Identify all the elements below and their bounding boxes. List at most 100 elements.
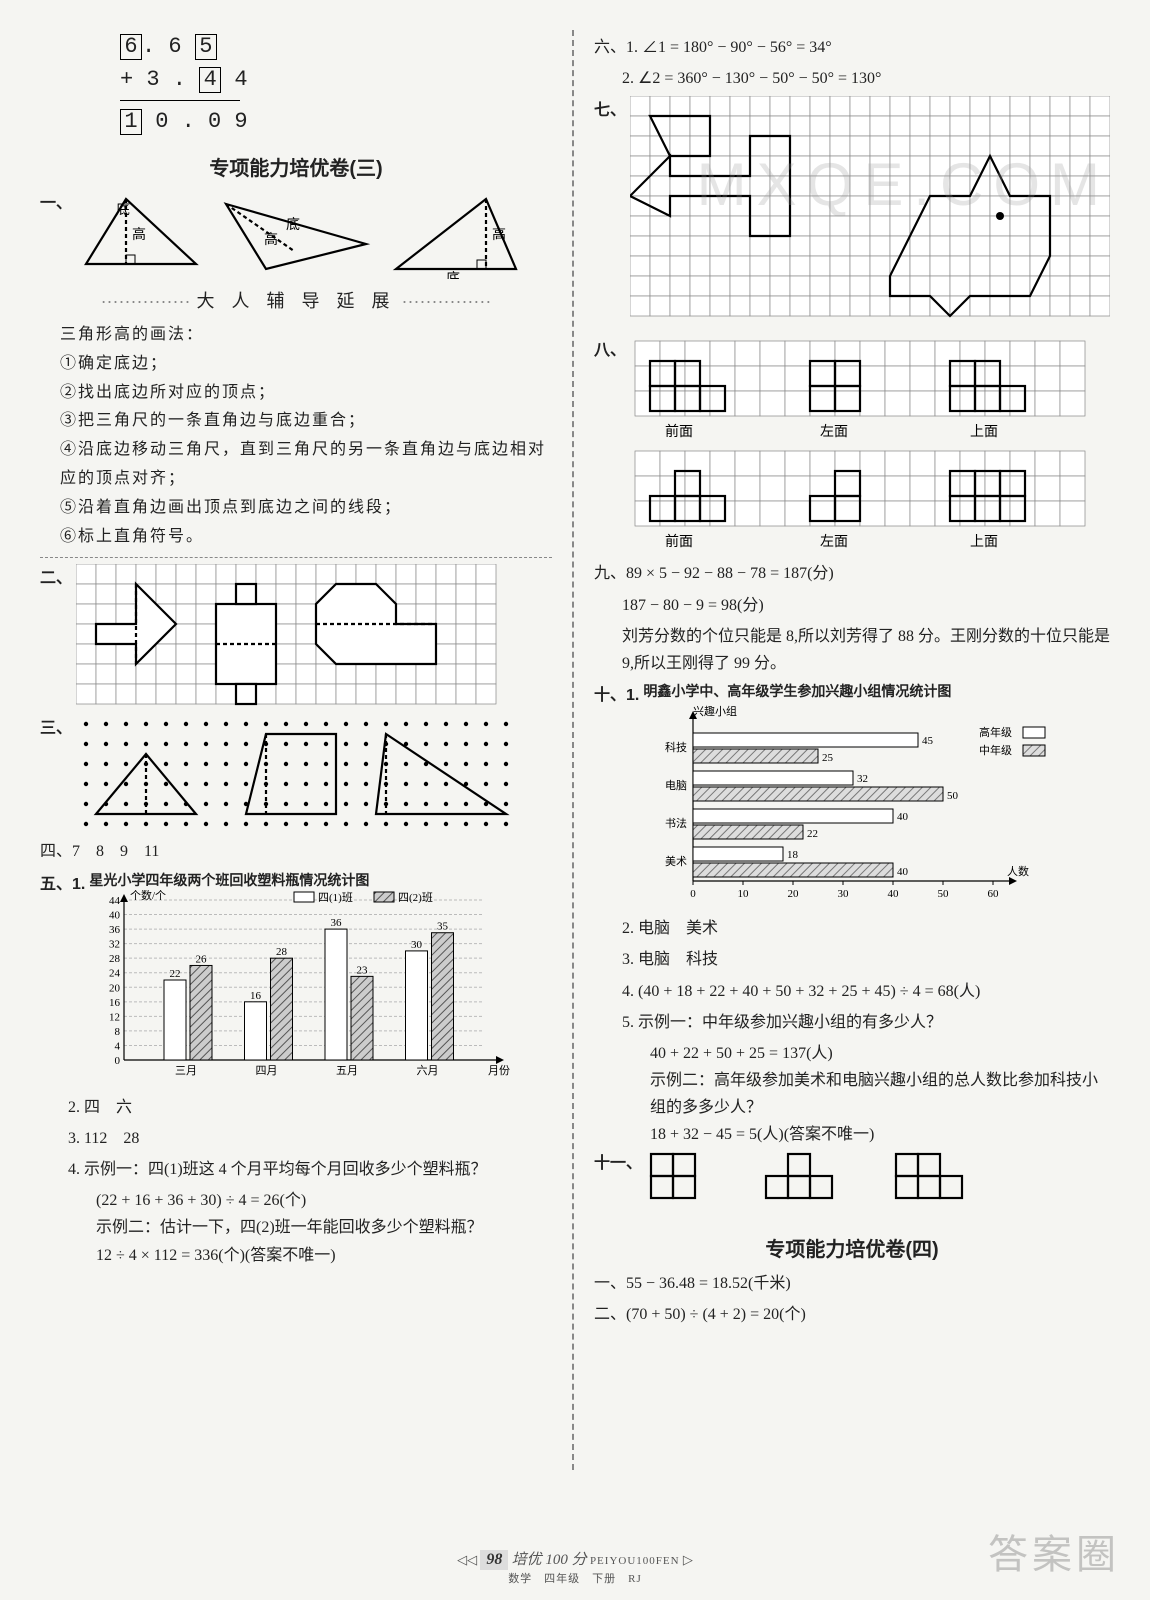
q6-line: 2. ∠2 = 360° − 130° − 50° − 50° = 130° — [622, 65, 1110, 92]
q8-views-1: 前面 左面 上面 — [630, 336, 1090, 446]
bottom-line: 一、55 − 36.48 = 18.52(千米) — [594, 1270, 1110, 1297]
addend-text: 4 — [221, 67, 247, 92]
left-column: 6. 6 5 + 3 . 4 4 1 0 . 0 9 专项能力培优卷(三) 一、… — [40, 30, 552, 1470]
footer-sub: 数学 四年级 下册 RJ — [508, 1573, 642, 1585]
step-item: ①确定底边； — [60, 350, 552, 379]
svg-text:高: 高 — [132, 226, 146, 243]
svg-text:个数/个: 个数/个 — [130, 890, 166, 902]
q9-line: 九、89 × 5 − 92 − 88 − 78 = 187(分) — [594, 560, 1110, 587]
svg-text:26: 26 — [196, 953, 208, 965]
addend-box: 6 — [120, 34, 142, 60]
svg-text:书法: 书法 — [665, 816, 687, 830]
svg-text:23: 23 — [357, 964, 369, 976]
q5-line: (22 + 16 + 36 + 30) ÷ 4 = 26(个) — [96, 1187, 552, 1214]
footer-pinyin: PEIYOU100FEN — [590, 1555, 680, 1567]
svg-text:月份: 月份 — [488, 1064, 510, 1077]
q5-line: 3. 112 28 — [68, 1125, 552, 1152]
svg-text:四(2)班: 四(2)班 — [398, 891, 433, 904]
q10-line: 18 + 32 − 45 = 5(人)(答案不唯一) — [650, 1121, 1110, 1148]
svg-text:科技: 科技 — [665, 740, 687, 754]
q5-chart-title: 星光小学四年级两个班回收塑料瓶情况统计图 — [89, 870, 519, 890]
svg-text:25: 25 — [822, 752, 834, 764]
svg-text:36: 36 — [331, 917, 343, 929]
svg-text:电脑: 电脑 — [665, 779, 687, 792]
svg-text:50: 50 — [947, 790, 959, 802]
svg-text:8: 8 — [115, 1025, 121, 1037]
step-item: ②找出底边所对应的顶点； — [60, 379, 552, 408]
svg-text:人数: 人数 — [1007, 865, 1029, 878]
svg-text:高: 高 — [492, 226, 506, 243]
q5-line: 4. 示例一：四(1)班这 4 个月平均每个月回收多少个塑料瓶？ — [68, 1156, 552, 1183]
svg-text:40: 40 — [897, 811, 909, 823]
q10-line: 5. 示例一：中年级参加兴趣小组的有多少人？ — [622, 1009, 1110, 1036]
plus-text: + 3 . — [120, 67, 186, 92]
vertical-addition: 6. 6 5 + 3 . 4 4 1 0 . 0 9 — [120, 30, 552, 138]
q5-line: 示例二：估计一下，四(2)班一年能回收多少个塑料瓶？ — [96, 1214, 552, 1241]
svg-text:28: 28 — [109, 953, 121, 965]
svg-text:40: 40 — [897, 866, 909, 878]
svg-text:32: 32 — [857, 773, 868, 785]
svg-text:44: 44 — [109, 895, 121, 907]
steps-heading: 三角形高的画法： — [60, 321, 552, 350]
svg-text:0: 0 — [691, 888, 697, 900]
q2-label: 二、 — [40, 564, 72, 714]
svg-text:高: 高 — [264, 231, 278, 248]
q3-dots — [76, 714, 516, 834]
q10-line: 40 + 22 + 50 + 25 = 137(人) — [650, 1040, 1110, 1067]
svg-text:0: 0 — [115, 1055, 121, 1067]
footer-title: 培优 100 分 — [512, 1552, 587, 1568]
page-footer: ◁◁ 98 培优 100 分 PEIYOU100FEN ▷ 数学 四年级 下册 … — [0, 1548, 1150, 1586]
svg-text:高年级: 高年级 — [979, 725, 1012, 739]
q10-line: 2. 电脑 美术 — [622, 915, 1110, 942]
q3-label: 三、 — [40, 714, 72, 834]
svg-text:40: 40 — [109, 909, 121, 921]
two-column-layout: 6. 6 5 + 3 . 4 4 1 0 . 0 9 专项能力培优卷(三) 一、… — [40, 30, 1110, 1470]
addend-box: 5 — [195, 34, 217, 60]
q9-line: 187 − 80 − 9 = 98(分) — [622, 592, 1110, 619]
svg-text:上面: 上面 — [970, 534, 998, 550]
q7-grid — [630, 96, 1110, 336]
q10-label: 十、1. — [594, 681, 639, 911]
svg-text:兴趣小组: 兴趣小组 — [693, 704, 737, 718]
q8-label: 八、 — [594, 336, 626, 556]
svg-text:36: 36 — [109, 924, 121, 936]
svg-text:前面: 前面 — [665, 533, 693, 550]
q10-bar-chart: 兴趣小组人数01020304050604525科技3250电脑4022书法184… — [643, 701, 1083, 911]
svg-text:左面: 左面 — [820, 424, 848, 440]
q11-shapes — [646, 1149, 1006, 1219]
svg-text:50: 50 — [938, 888, 950, 900]
svg-text:五月: 五月 — [336, 1065, 358, 1077]
q1-label: 一、 — [40, 189, 72, 213]
q5-line: 12 ÷ 4 × 112 = 336(个)(答案不唯一) — [96, 1242, 552, 1269]
page-number: 98 — [480, 1550, 508, 1570]
q8-views-2: 前面 左面 上面 — [630, 446, 1090, 556]
svg-text:左面: 左面 — [820, 534, 848, 550]
q10-chart-title: 明鑫小学中、高年级学生参加兴趣小组情况统计图 — [643, 681, 1083, 701]
q10-line: 示例二：高年级参加美术和电脑兴趣小组的总人数比参加科技小组的多多少人？ — [650, 1067, 1110, 1121]
svg-text:底: 底 — [116, 202, 130, 218]
addend-text: . 6 — [142, 34, 182, 59]
q2-grid — [76, 564, 506, 714]
svg-text:22: 22 — [170, 968, 181, 980]
steps-list: 三角形高的画法： ①确定底边； ②找出底边所对应的顶点； ③把三角尺的一条直角边… — [60, 321, 552, 551]
svg-text:前面: 前面 — [665, 423, 693, 440]
svg-text:60: 60 — [988, 888, 1000, 900]
svg-text:上面: 上面 — [970, 424, 998, 440]
svg-text:10: 10 — [738, 888, 750, 900]
svg-text:30: 30 — [838, 888, 850, 900]
svg-text:16: 16 — [250, 989, 262, 1001]
svg-text:底: 底 — [286, 217, 300, 233]
q4-text: 四、7 8 9 11 — [40, 838, 552, 865]
step-item: ③把三角尺的一条直角边与底边重合； — [60, 407, 552, 436]
svg-text:20: 20 — [109, 982, 121, 994]
svg-text:12: 12 — [109, 1011, 120, 1023]
svg-text:四月: 四月 — [256, 1065, 278, 1077]
q9-line: 刘芳分数的个位只能是 8,所以刘芳得了 88 分。王刚分数的十位只能是 9,所以… — [622, 623, 1110, 677]
sum-box: 1 — [120, 109, 142, 135]
svg-text:四(1)班: 四(1)班 — [318, 891, 353, 904]
q7-label: 七、 — [594, 96, 626, 336]
bottom-line: 二、(70 + 50) ÷ (4 + 2) = 20(个) — [594, 1301, 1110, 1328]
q6-line: 六、1. ∠1 = 180° − 90° − 56° = 34° — [594, 34, 1110, 61]
svg-text:美术: 美术 — [665, 855, 687, 868]
svg-text:24: 24 — [109, 967, 121, 979]
